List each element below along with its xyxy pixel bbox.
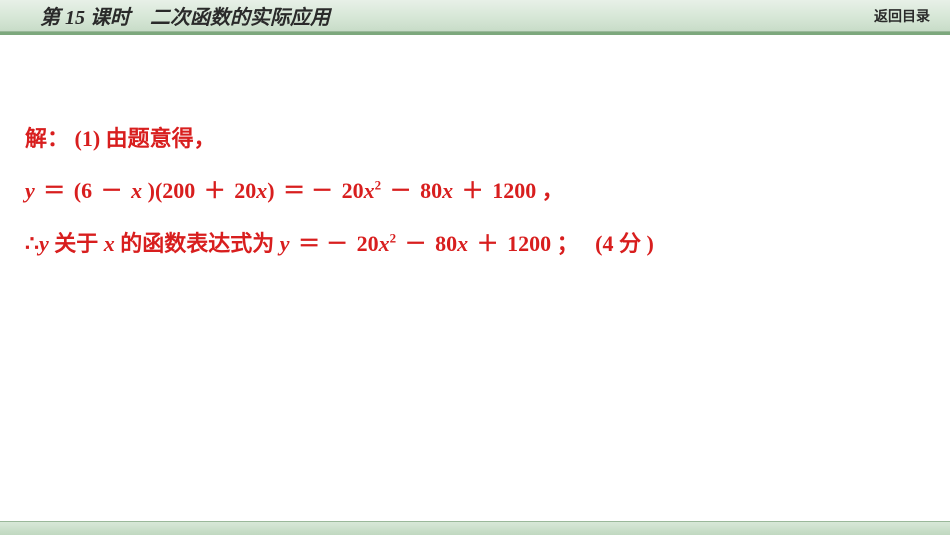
points-unit: 分 bbox=[619, 231, 641, 256]
var-x-3: x bbox=[442, 178, 453, 203]
equals-2: ＝ bbox=[283, 178, 305, 203]
factor-mid: )(200 bbox=[148, 178, 196, 203]
coef-20-1: 20 bbox=[234, 178, 256, 203]
factor1-open: (6 bbox=[74, 178, 92, 203]
equals-1: ＝ bbox=[43, 178, 65, 203]
exp-2-2: 2 bbox=[390, 230, 397, 245]
part-label: (1) bbox=[75, 126, 101, 151]
header-bar: 第 15 课时 二次函数的实际应用 返回目录 bbox=[0, 0, 950, 32]
therefore-symbol: ∴ bbox=[25, 231, 39, 256]
minus-3: － bbox=[405, 231, 427, 256]
equation-line: y ＝ (6 － x )(200 ＋ 20x) ＝－ 20x2 － 80x ＋ … bbox=[25, 167, 920, 215]
given-text: 由题意得， bbox=[106, 126, 216, 151]
plus-1: ＋ bbox=[204, 178, 226, 203]
neg-1: － bbox=[311, 178, 333, 203]
comma-1: ， bbox=[542, 178, 564, 203]
coef-80-1: 80 bbox=[420, 178, 442, 203]
var-y-3: y bbox=[280, 231, 290, 256]
equals-3: ＝ bbox=[298, 231, 320, 256]
conclusion-line: ∴y 关于 x 的函数表达式为 y ＝－ 20x2 － 80x ＋ 1200 ；… bbox=[25, 220, 920, 268]
plus-2: ＋ bbox=[462, 178, 484, 203]
const-1200-2: 1200 bbox=[507, 231, 551, 256]
var-x-5: x bbox=[457, 231, 468, 256]
page-title: 第 15 课时 二次函数的实际应用 bbox=[40, 1, 874, 30]
coef-20-3: 20 bbox=[357, 231, 379, 256]
solution-line-1: 解： (1) 由题意得， bbox=[25, 115, 920, 163]
solution-label: 解： bbox=[25, 126, 69, 151]
factor2-close: ) bbox=[267, 178, 274, 203]
lesson-title: 二次函数的实际应用 bbox=[150, 7, 330, 29]
lesson-prefix: 第 bbox=[40, 7, 60, 29]
neg-2: － bbox=[326, 231, 348, 256]
footer-bar bbox=[0, 521, 950, 535]
var-x-4: x bbox=[104, 231, 115, 256]
var-y-2: y bbox=[39, 231, 49, 256]
semicolon: ； bbox=[557, 231, 579, 256]
const-1200-1: 1200 bbox=[492, 178, 536, 203]
text-guanyu: 关于 bbox=[54, 231, 98, 256]
content-area: 解： (1) 由题意得， y ＝ (6 － x )(200 ＋ 20x) ＝－ … bbox=[0, 35, 950, 268]
var-x-sq: x bbox=[364, 178, 375, 203]
lesson-suffix: 课时 bbox=[90, 7, 130, 29]
points-close: ) bbox=[646, 231, 653, 256]
coef-20-2: 20 bbox=[342, 178, 364, 203]
plus-3: ＋ bbox=[477, 231, 499, 256]
lesson-number: 15 bbox=[65, 7, 85, 29]
minus-1: － bbox=[101, 178, 123, 203]
var-x-1: x bbox=[131, 178, 142, 203]
text-expr: 的函数表达式为 bbox=[120, 231, 274, 256]
points-open: (4 bbox=[595, 231, 613, 256]
var-y: y bbox=[25, 178, 35, 203]
minus-2: － bbox=[390, 178, 412, 203]
var-x-sq-2: x bbox=[379, 231, 390, 256]
return-button[interactable]: 返回目录 bbox=[874, 6, 930, 26]
var-x-2: x bbox=[256, 178, 267, 203]
coef-80-2: 80 bbox=[435, 231, 457, 256]
exp-2-1: 2 bbox=[375, 178, 382, 193]
